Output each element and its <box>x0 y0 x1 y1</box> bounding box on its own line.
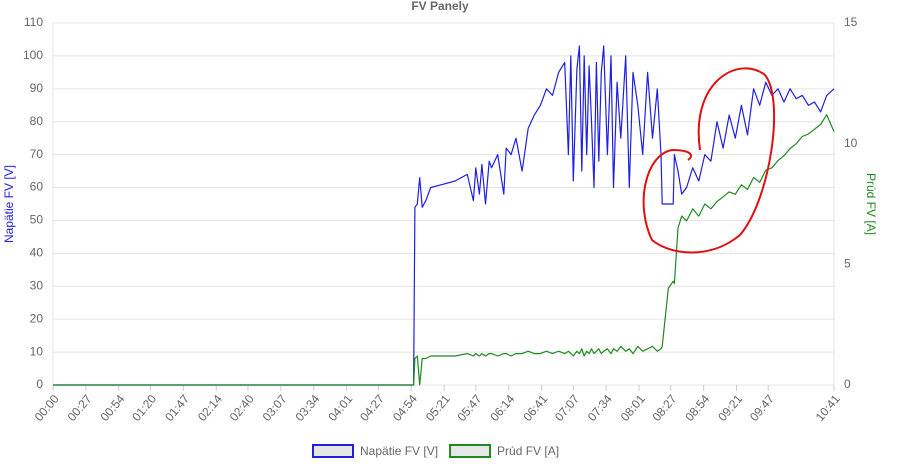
y-tick-label: 80 <box>30 114 44 128</box>
y2-tick-label: 10 <box>844 136 858 150</box>
series-line <box>53 114 835 386</box>
y2-tick-label: 5 <box>844 257 851 271</box>
y-tick-label: 0 <box>36 377 43 391</box>
y-tick-label: 90 <box>30 81 44 95</box>
x-tick-label: 04:27 <box>357 392 387 424</box>
x-tick-label: 08:01 <box>618 392 648 424</box>
x-tick-label: 07:07 <box>552 392 582 424</box>
y-tick-label: 60 <box>30 180 44 194</box>
y-tick-label: 20 <box>30 311 44 325</box>
y2-tick-label: 0 <box>844 377 851 391</box>
y-tick-label: 70 <box>30 147 44 161</box>
x-tick-label: 03:07 <box>260 392 290 424</box>
y-tick-label: 40 <box>30 246 44 260</box>
x-tick-label: 10:41 <box>813 392 843 424</box>
plot-area: 0 10 20 30 40 50 60 70 80 90 100 110 0 5 10 15 00:00 00:2… <box>23 15 858 424</box>
x-tick-label: 09:47 <box>747 392 777 424</box>
x-tick-label: 04:01 <box>325 392 355 424</box>
y-tick-label: 10 <box>30 344 44 358</box>
y-tick-label: 110 <box>24 15 43 29</box>
x-tick-label: 00:00 <box>32 392 62 424</box>
legend-swatch <box>312 444 354 458</box>
x-tick-label: 01:20 <box>129 392 159 424</box>
x-tick-label: 01:47 <box>162 392 192 424</box>
y-tick-label: 100 <box>23 48 43 62</box>
x-tick-label: 05:21 <box>423 392 453 424</box>
x-tick-label: 07:34 <box>585 392 615 424</box>
annotation-circle <box>642 67 776 254</box>
legend: Napätie FV [V] Prúd FV [A] <box>312 444 559 458</box>
x-tick-label: 08:54 <box>682 392 712 424</box>
x-tick-label: 08:27 <box>649 392 679 424</box>
x-tick-label: 02:14 <box>195 392 225 424</box>
x-tick-label: 04:54 <box>390 392 420 424</box>
y-axis-title: Napätie FV [V] <box>2 165 16 243</box>
x-tick-label: 00:54 <box>97 392 127 424</box>
chart-title: FV Panely <box>411 0 469 13</box>
legend-label: Napätie FV [V] <box>360 444 438 458</box>
x-tick-label: 00:27 <box>65 392 95 424</box>
legend-swatch <box>449 444 492 458</box>
series-line <box>53 45 835 386</box>
x-tick-label: 06:41 <box>520 392 550 424</box>
x-tick-label: 06:14 <box>487 392 517 424</box>
legend-label: Prúd FV [A] <box>497 444 559 458</box>
y-tick-label: 30 <box>30 278 44 292</box>
x-tick-label: 03:34 <box>292 392 322 424</box>
y-tick-label: 50 <box>30 213 44 227</box>
x-tick-label: 02:40 <box>227 392 257 424</box>
x-tick-label: 09:21 <box>715 392 745 424</box>
x-tick-label: 05:47 <box>454 392 484 424</box>
y2-axis-title: Prúd FV [A] <box>864 173 878 235</box>
y2-tick-label: 15 <box>844 15 858 29</box>
